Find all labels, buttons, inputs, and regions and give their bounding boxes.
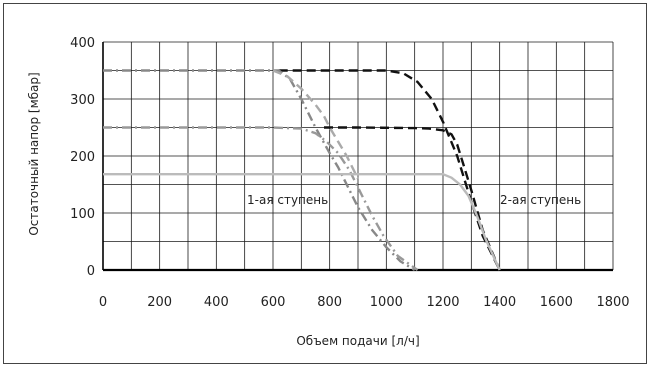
x-tick-label: 800 [317, 295, 342, 310]
y-tick-label: 200 [70, 150, 95, 165]
grid [102, 41, 614, 271]
series-line-2 [324, 126, 501, 271]
annotation-stage-1: 1-ая ступень [247, 193, 328, 207]
series-line-1 [278, 69, 501, 271]
chart-frame [3, 3, 647, 364]
x-tick-label: 1800 [596, 295, 629, 310]
series-group [103, 69, 501, 272]
y-tick-label: 100 [70, 207, 95, 222]
series-line-3 [103, 69, 416, 272]
x-tick-label: 1600 [540, 295, 573, 310]
series-line-4 [103, 126, 419, 271]
y-tick-label: 300 [70, 93, 95, 108]
series-line-6 [103, 172, 501, 271]
x-tick-label: 0 [99, 295, 107, 310]
y-tick-label: 0 [87, 264, 95, 279]
x-tick-label: 400 [204, 295, 229, 310]
x-tick-label: 1400 [483, 295, 516, 310]
y-tick-label: 400 [70, 36, 95, 51]
annotation-stage-2: 2-ая ступень [500, 193, 581, 207]
tick-labels: 0 200 400 600 800 1000 1200 1400 1600 1800 0 100 200… [70, 36, 629, 310]
series-line-5 [272, 69, 360, 180]
annotations: 1-ая ступень 2-ая ступень [247, 193, 581, 207]
x-axis-title: Объем подачи [л/ч] [296, 334, 419, 348]
x-tick-label: 1000 [370, 295, 403, 310]
x-tick-label: 200 [147, 295, 172, 310]
x-tick-label: 1200 [426, 295, 459, 310]
x-tick-label: 600 [261, 295, 286, 310]
axes [102, 42, 613, 272]
y-axis-title: Остаточный напор [мбар] [27, 72, 41, 235]
